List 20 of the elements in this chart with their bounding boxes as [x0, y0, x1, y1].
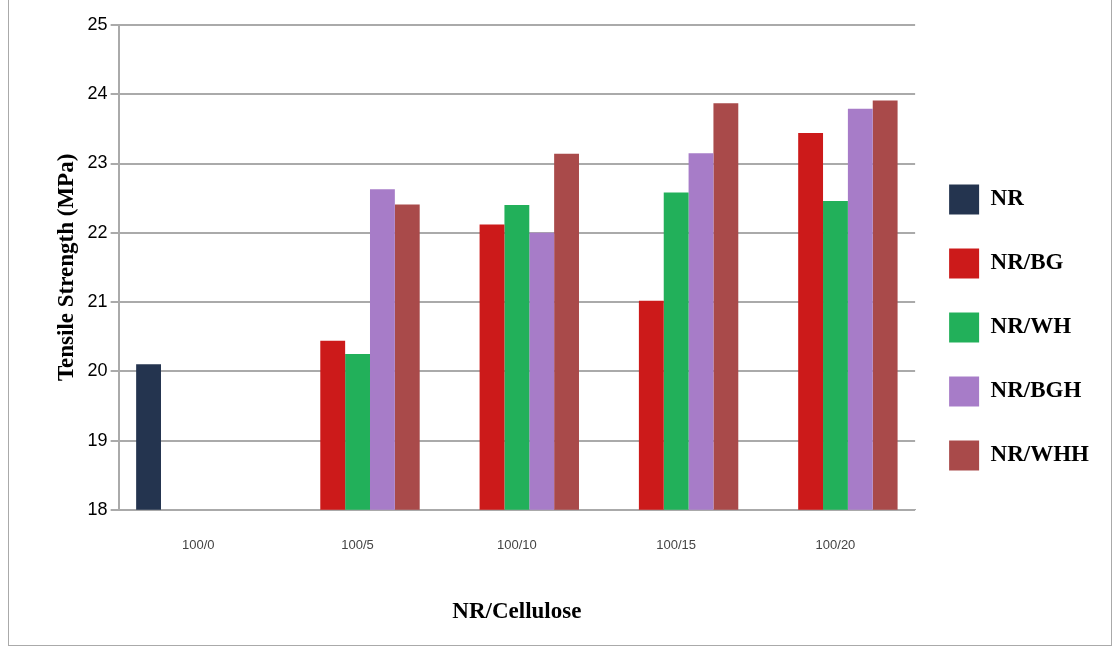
y-axis-title: Tensile Strength (MPa) [52, 153, 78, 382]
legend-label: NR/BGH [990, 377, 1082, 403]
x-tick-label: 100/0 [182, 537, 215, 553]
legend-label: NR/BG [990, 249, 1064, 275]
x-tick-label: 100/10 [496, 537, 537, 553]
x-tick-label: 100/20 [815, 537, 856, 553]
x-axis-title: NR/Cellulose [452, 598, 582, 624]
y-tick-label: 25 [87, 13, 108, 34]
x-tick-label: 100/15 [656, 537, 697, 553]
y-tick-label: 24 [87, 83, 108, 104]
legend-label: NR/WHH [990, 441, 1090, 467]
x-tick-label: 100/5 [341, 537, 374, 553]
y-tick-label: 18 [87, 498, 108, 519]
y-tick-label: 19 [87, 429, 108, 450]
y-tick-label: 20 [87, 360, 108, 381]
y-tick-label: 21 [87, 291, 108, 311]
y-tick-label: 22 [87, 221, 108, 242]
legend-label: NR/WH [990, 313, 1072, 339]
legend-label: NR [990, 185, 1025, 211]
y-tick-label: 23 [87, 152, 108, 173]
